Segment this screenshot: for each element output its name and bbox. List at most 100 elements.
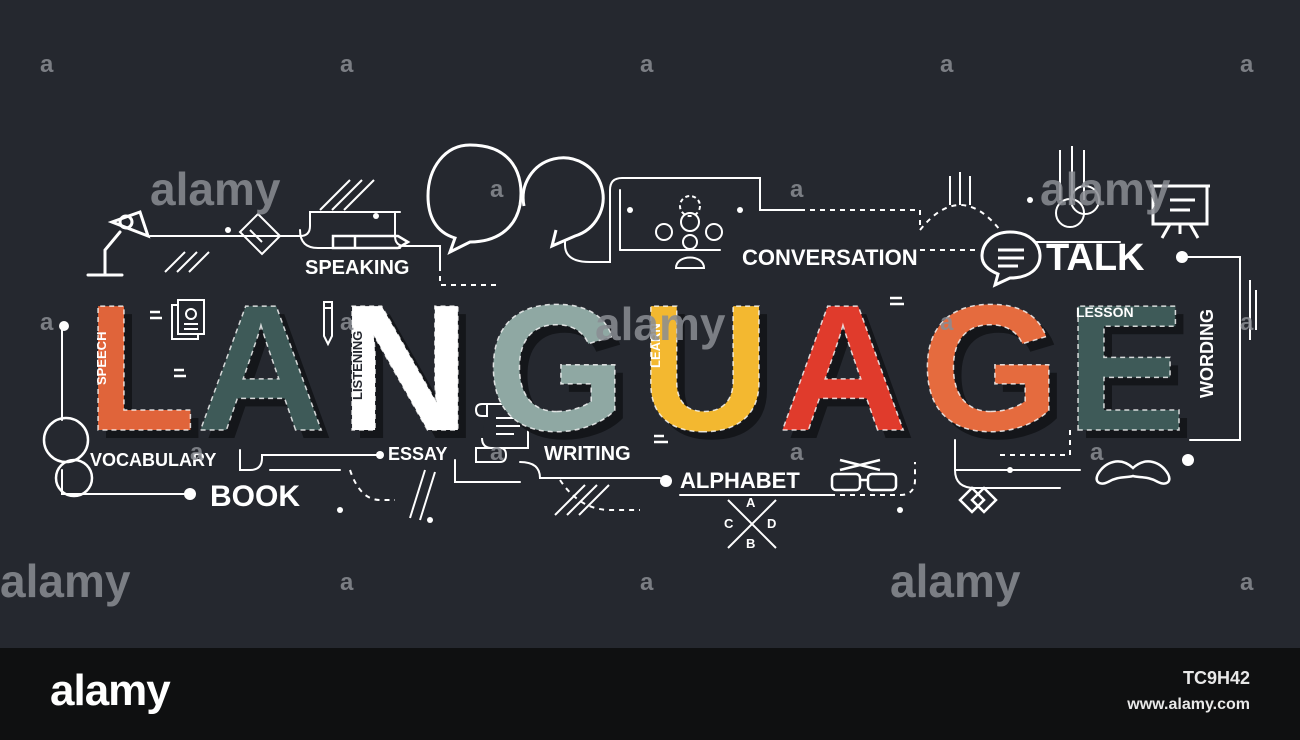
title-letter: UUU — [639, 267, 778, 477]
label-wording: WORDING — [1197, 309, 1217, 398]
label-speech: SPEECH — [94, 332, 109, 385]
keyword-speaking: SPEAKING — [305, 257, 409, 279]
title-letter-stitch: G — [920, 268, 1060, 469]
keyword-writing: WRITING — [544, 443, 631, 465]
svg-text:a: a — [640, 51, 654, 78]
keyword-conversation: CONVERSATION — [742, 245, 918, 270]
title-letter-glyph: L — [86, 268, 196, 469]
title-letter-glyph: U — [640, 268, 770, 469]
title-letter: GGG — [919, 267, 1068, 477]
title-letter-stitch: N — [340, 268, 470, 469]
mustache-icon — [1095, 460, 1171, 485]
svg-text:a: a — [1240, 569, 1254, 596]
keyword-alphabet: ALPHABET — [680, 468, 800, 493]
title-letter-stitch: U — [640, 268, 770, 469]
label-learn: LEARN — [648, 323, 663, 368]
title-letter: EEE — [1065, 267, 1194, 477]
title-letter-shadow: U — [648, 276, 778, 477]
abcd-a: A — [746, 495, 756, 510]
title-letter-shadow: A — [786, 276, 916, 477]
title-letter: AAA — [777, 267, 916, 477]
language-title: LLL AAA NNN GGG UUU AAA GGG EEE — [85, 267, 1194, 477]
title-letter-shadow: G — [928, 276, 1068, 477]
pen-icon — [331, 234, 411, 250]
speech-bubbles-icon — [426, 143, 605, 256]
keyword-talk: TALK — [1046, 237, 1145, 279]
svg-text:a: a — [790, 439, 804, 466]
spiral-icon — [42, 416, 94, 498]
illustration: LLL AAA NNN GGG UUU AAA GGG EEE SPEECH LISTENIN… — [0, 51, 1257, 607]
connector-lines — [61, 177, 1241, 496]
svg-text:a: a — [790, 176, 804, 203]
keyword-essay: ESSAY — [388, 444, 447, 464]
glasses-icon — [830, 458, 898, 492]
presentation-board-icon — [1150, 184, 1210, 239]
hatch-marks — [164, 146, 1257, 521]
abcd-c: C — [724, 516, 734, 531]
svg-text:a: a — [940, 51, 954, 78]
svg-text:a: a — [190, 439, 204, 466]
watermark-text: alamy — [150, 163, 281, 215]
chat-bubble-icon — [980, 230, 1042, 288]
abcd-d: D — [767, 516, 776, 531]
people-icon — [655, 195, 723, 269]
title-letter-shadow: G — [494, 276, 634, 477]
title-letter-stitch: L — [86, 268, 196, 469]
title-letter-glyph: A — [778, 268, 908, 469]
diamond-icon — [958, 486, 998, 514]
title-letter-shadow: N — [348, 276, 478, 477]
title-letter: AAA — [195, 267, 334, 477]
circles-icon — [1055, 185, 1100, 228]
document-icon — [171, 299, 205, 340]
title-letter: GGG — [485, 267, 634, 477]
svg-text:a: a — [1240, 51, 1254, 78]
title-letter-glyph: A — [196, 268, 326, 469]
title-letter-stitch: A — [196, 268, 326, 469]
pencil-icon — [323, 301, 333, 347]
title-letter: LLL — [85, 267, 204, 477]
svg-text:a: a — [340, 309, 354, 336]
svg-text:a: a — [40, 51, 54, 78]
footer-logo: alamy — [50, 666, 171, 715]
svg-text:a: a — [1090, 439, 1104, 466]
title-letter-glyph: G — [486, 268, 626, 469]
svg-text:a: a — [640, 569, 654, 596]
title-letter-shadow: E — [1074, 276, 1194, 477]
label-listening: LISTENING — [350, 331, 365, 400]
abcd-b: B — [746, 536, 755, 551]
title-letter-stitch: E — [1066, 268, 1186, 469]
text-lines-icons — [150, 296, 904, 444]
title-letter-glyph: N — [340, 268, 470, 469]
watermarks: alamy alamy alamy alamy alamy — [0, 163, 1171, 607]
svg-text:a: a — [490, 176, 504, 203]
title-letter-glyph: E — [1066, 268, 1186, 469]
title-letter-stitch: G — [486, 268, 626, 469]
footer-image-id: TC9H42 — [1182, 668, 1250, 688]
svg-text:a: a — [940, 309, 954, 336]
watermark-text: alamy — [0, 555, 131, 607]
title-letter-stitch: A — [778, 268, 908, 469]
watermark-text: alamy — [1040, 163, 1171, 215]
svg-text:a: a — [490, 439, 504, 466]
footer-bar: alamy TC9H42 www.alamy.com — [0, 648, 1300, 740]
dashed-lines — [349, 204, 1241, 511]
svg-text:a: a — [40, 309, 54, 336]
abcd-cross-icon — [727, 499, 777, 549]
svg-text:a: a — [340, 569, 354, 596]
watermark-text: alamy — [595, 298, 726, 350]
connector-dots — [59, 197, 1194, 523]
label-lesson: LESSON — [1076, 304, 1134, 320]
title-letter: NNN — [339, 267, 478, 477]
footer-url: www.alamy.com — [1127, 696, 1250, 713]
scroll-icon — [474, 403, 529, 463]
svg-text:a: a — [1240, 309, 1254, 336]
keyword-book: BOOK — [210, 480, 300, 513]
title-letter-shadow: L — [94, 276, 204, 477]
ruler-icon — [238, 212, 282, 256]
title-letter-shadow: A — [204, 276, 334, 477]
watermark-marks: a a a a a a a a a a a a a a a a a a — [40, 51, 1254, 596]
svg-text:a: a — [340, 51, 354, 78]
title-letter-glyph: G — [920, 268, 1060, 469]
